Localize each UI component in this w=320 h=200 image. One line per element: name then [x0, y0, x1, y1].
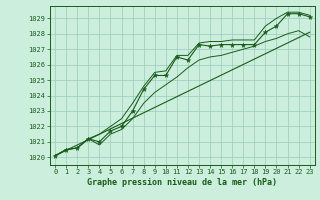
X-axis label: Graphe pression niveau de la mer (hPa): Graphe pression niveau de la mer (hPa) — [87, 178, 277, 187]
